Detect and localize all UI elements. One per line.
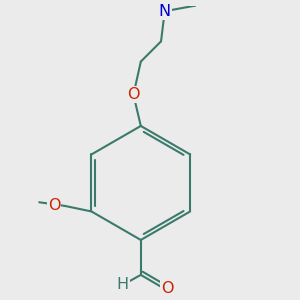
Text: H: H [116, 277, 128, 292]
Text: N: N [159, 4, 171, 19]
Text: O: O [161, 281, 174, 296]
Text: O: O [48, 198, 61, 213]
Text: O: O [127, 87, 140, 102]
